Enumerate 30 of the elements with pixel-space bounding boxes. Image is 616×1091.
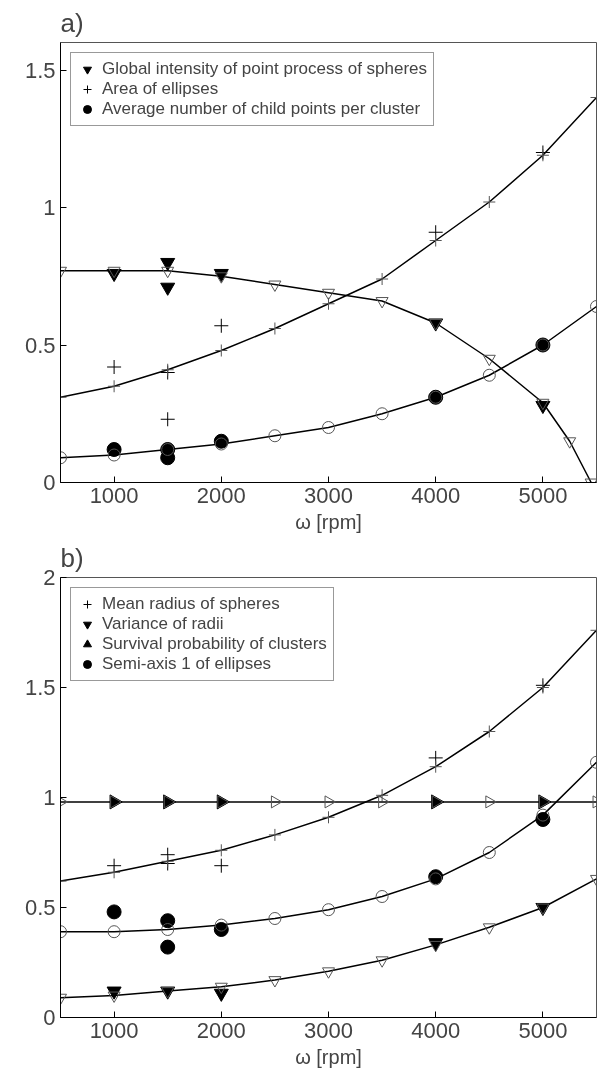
y-tick-label: 0.5	[24, 332, 56, 358]
y-tick-label: 1	[43, 195, 56, 220]
y-tick-label: 0	[43, 1005, 56, 1030]
chart-title: a)	[60, 7, 84, 38]
x-tick-label: 5000	[518, 482, 568, 508]
chart-title: b)	[60, 542, 84, 573]
x-tick-label: 3000	[304, 1017, 353, 1043]
x-tick-label: 4000	[411, 1017, 461, 1043]
legend-label: Semi-axis 1 of ellipses	[102, 654, 272, 674]
x-tick-label: 2000	[196, 482, 246, 508]
legend-label: Mean radius of spheres	[102, 594, 280, 614]
y-tick-label: 2	[43, 565, 56, 590]
x-tick-label: 1000	[89, 482, 139, 508]
y-tick-label: 1.5	[24, 675, 56, 700]
legend-label: Average number of child points per cluster	[102, 99, 421, 119]
x-tick-label: 1000	[89, 1017, 139, 1043]
y-tick-label: 1	[43, 785, 56, 810]
x-tick-label: 5000	[518, 1017, 568, 1043]
x-axis-title: ω [rpm]	[295, 1045, 362, 1068]
x-tick-label: 4000	[411, 482, 461, 508]
x-tick-label: 2000	[196, 1017, 246, 1043]
legend-label: Area of ellipses	[102, 79, 219, 99]
y-tick-label: 0	[43, 470, 56, 495]
legend-label: Global intensity of point process of spheres	[102, 59, 428, 79]
legend-label: Survival probability of clusters	[102, 634, 327, 654]
legend-label: Variance of radii	[102, 614, 224, 634]
x-axis-title: ω [rpm]	[295, 510, 362, 533]
y-tick-label: 1.5	[24, 57, 56, 83]
x-tick-label: 3000	[304, 482, 353, 508]
y-tick-label: 0.5	[24, 895, 56, 920]
